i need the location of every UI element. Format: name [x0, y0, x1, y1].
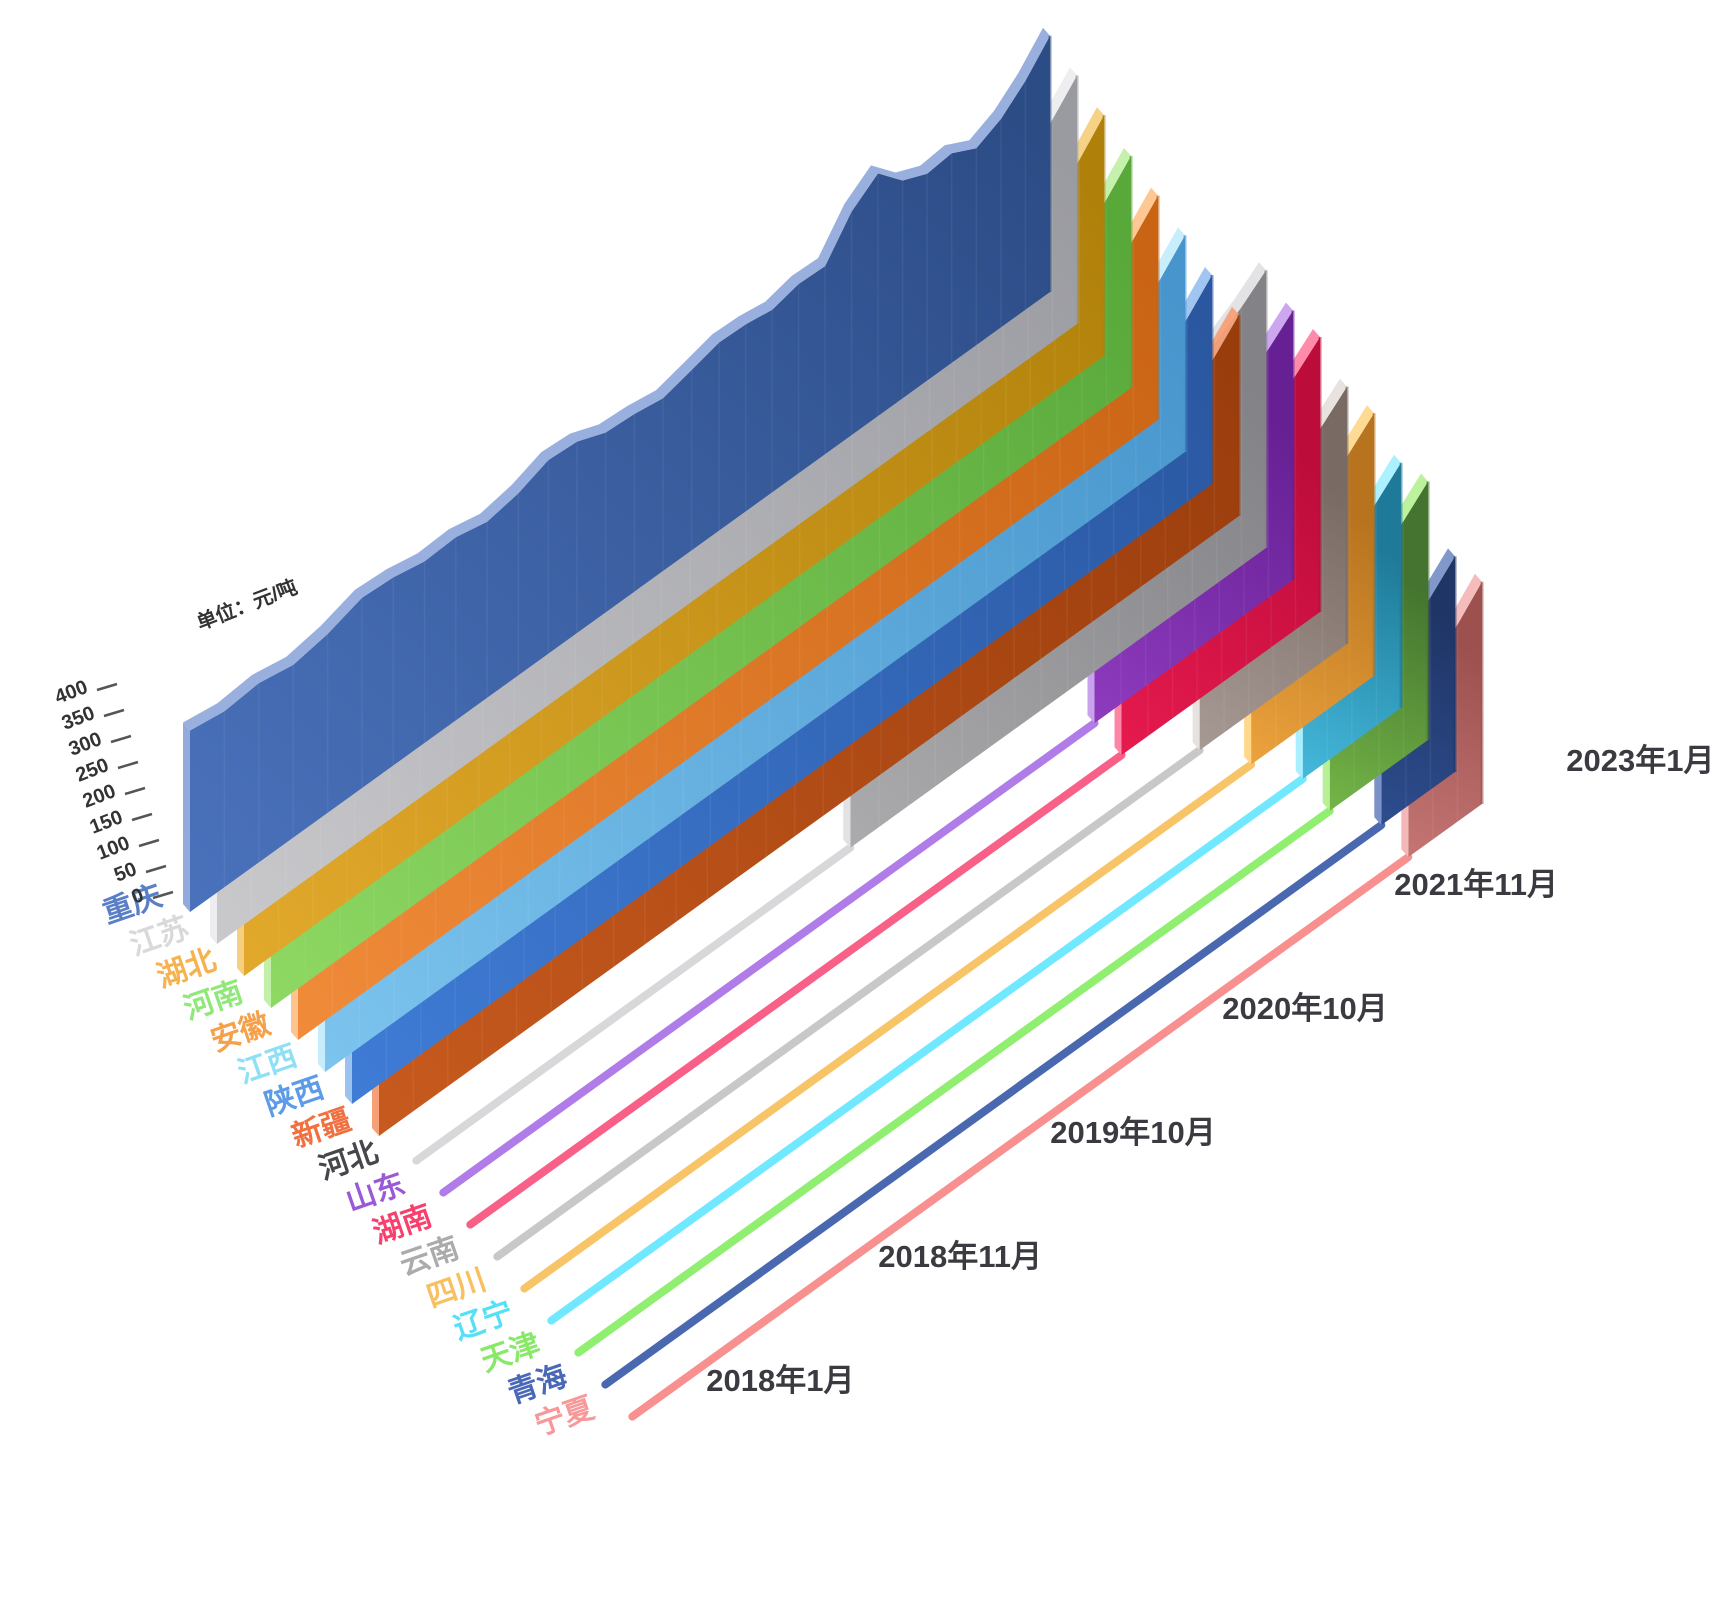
series-leader-line [601, 821, 1386, 1389]
time-axis-label-0: 2018年1月 [706, 1363, 854, 1398]
time-axis-label-1: 2018年11月 [878, 1239, 1042, 1274]
series-leader-line [547, 774, 1307, 1325]
series-leader-line [574, 806, 1334, 1357]
time-axis: 2018年1月 2018年11月 2019年10月 2020年10月 2021年11月 2… [706, 743, 1714, 1398]
unit-label: 单位：元/吨 [193, 574, 300, 634]
series-top-bevel [1192, 378, 1347, 521]
time-axis-label-5: 2023年1月 [1566, 743, 1714, 778]
series-leader-line [520, 760, 1256, 1293]
value-axis-tick [152, 890, 174, 900]
series-leader-line [628, 853, 1413, 1421]
series-top-bevel [1322, 473, 1428, 590]
series-top-bevel [1295, 454, 1401, 571]
series-leader-line [466, 751, 1126, 1229]
series-leader-line [412, 843, 855, 1165]
value-axis-tick [103, 708, 125, 718]
value-axis-tick [145, 864, 167, 874]
value-axis-tick [124, 786, 146, 796]
series-leader-line [439, 719, 1099, 1197]
time-axis-label-3: 2020年10月 [1222, 991, 1387, 1026]
ridge-series-0 [183, 27, 1052, 912]
value-axis-tick [138, 838, 160, 848]
value-axis-tick-label: 50 [111, 858, 140, 887]
time-axis-label-2: 2019年10月 [1050, 1115, 1215, 1150]
value-axis-tick [110, 734, 132, 744]
series-surface [190, 35, 1050, 912]
value-axis-tick [96, 682, 118, 692]
series-leader-line [493, 746, 1204, 1261]
value-axis-tick [131, 812, 153, 822]
series-left-bevel [183, 722, 190, 912]
value-axis-tick [117, 760, 139, 770]
time-axis-label-4: 2021年11月 [1394, 867, 1558, 902]
